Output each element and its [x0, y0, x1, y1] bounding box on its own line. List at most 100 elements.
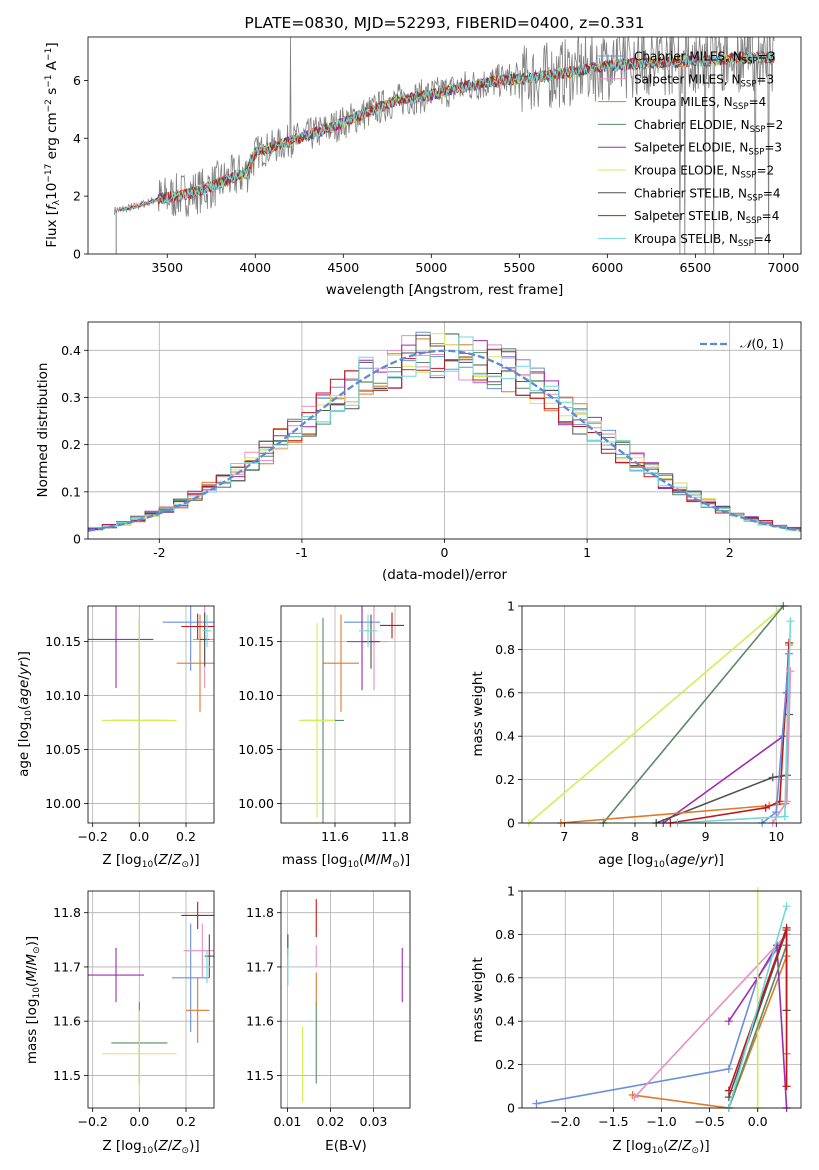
mass-weight-vs-age-axes-frame — [521, 605, 802, 824]
spectrum-axes-frame — [87, 36, 802, 255]
y-tick-label: 0.2 — [495, 1057, 515, 1072]
y-tick-label: 0 — [73, 532, 81, 547]
y-tick-label: 0.6 — [495, 970, 515, 985]
mass-vs-metallicity-panel: −0.2 0.0 0.2 11.5 11.6 11.7 11.8 Z [log10(Z/Z⊙… — [24, 890, 215, 1156]
x-tick-label: 0.2 — [176, 1114, 196, 1129]
x-tick-label: 5000 — [415, 260, 447, 275]
errorbar-point-kroupa-elodie — [102, 617, 177, 823]
series-marker — [782, 923, 791, 932]
residuals-ylabel: Normed distribution — [35, 363, 51, 498]
legend-entry: Chabrier STELIB, NSSP=4 — [634, 186, 781, 203]
x-tick-label: 0.03 — [360, 1114, 388, 1129]
series-marker — [761, 803, 770, 812]
series-marker — [782, 797, 791, 806]
age-vs-metallicity-panel: −0.2 0.0 0.2 10.00 10.05 10.10 10.15 Z [log10(… — [16, 605, 215, 870]
series-marker — [724, 1064, 733, 1073]
series-marker — [532, 1099, 541, 1108]
spectrum-panel: Chabrier MILES, NSSP=3 Salpeter MILES, NS… — [44, 36, 802, 298]
mass-vs-reddening-axes-frame — [280, 890, 411, 1109]
series-marker — [724, 1017, 733, 1026]
y-tick-label: 2 — [73, 189, 81, 204]
mass-weight-vs-age-ylabel: mass weight — [470, 671, 486, 756]
mass-weight-vs-metallicity-xlabel: Z [log10(Z/Z⊙)] — [612, 1138, 709, 1156]
errorbar-point-kroupa-miles — [323, 614, 359, 712]
age-vs-mass-xlabel: mass [log10(M/M⊙)] — [282, 852, 410, 870]
errorbar-point-chabrier-stelib — [204, 934, 214, 978]
y-tick-label: 11.5 — [53, 1068, 81, 1083]
y-tick-label: 0.4 — [495, 1014, 515, 1029]
y-tick-label: 11.6 — [53, 1014, 81, 1029]
x-tick-label: 7000 — [767, 260, 799, 275]
y-tick-label: 0.2 — [61, 437, 81, 452]
y-tick-label: 10.10 — [45, 688, 81, 703]
y-tick-label: 4 — [73, 131, 81, 146]
y-tick-label: 11.6 — [246, 1014, 274, 1029]
errorbar-point-kroupa-miles — [186, 977, 210, 1043]
x-tick-label: 0.2 — [176, 829, 196, 844]
legend-entry: Kroupa STELIB, NSSP=4 — [634, 232, 772, 249]
legend-entry: Salpeter ELODIE, NSSP=3 — [634, 141, 782, 158]
series-marker — [782, 1082, 791, 1091]
x-tick-label: 9 — [702, 829, 710, 844]
model-spectrum-kroupa-elodie — [119, 50, 776, 211]
x-tick-label: 4000 — [239, 260, 271, 275]
errorbar-point-chabrier-miles — [172, 923, 210, 1033]
y-tick-label: 6 — [73, 73, 81, 88]
x-tick-label: −1.5 — [598, 1114, 628, 1129]
y-tick-label: 0 — [507, 816, 515, 831]
x-tick-label: 0.02 — [317, 1114, 345, 1129]
mass-vs-metallicity-ylabel: mass [log10(M/M⊙)] — [24, 936, 42, 1064]
mass-weight-vs-age-xlabel: age [log10(age/yr)] — [598, 852, 724, 870]
series-marker — [780, 812, 789, 821]
legend-entry: Chabrier MILES, NSSP=3 — [634, 50, 775, 67]
x-tick-label: 0 — [441, 545, 449, 560]
errorbar-point-salpeter-elodie — [88, 606, 154, 689]
model-spectrum-kroupa-stelib — [119, 50, 776, 211]
mass-vs-metallicity-xlabel: Z [log10(Z/Z⊙)] — [102, 1138, 199, 1156]
x-tick-label: −0.2 — [77, 1114, 107, 1129]
y-tick-label: 10.00 — [45, 796, 81, 811]
series-marker — [630, 1093, 639, 1102]
x-tick-label: 6500 — [679, 260, 711, 275]
y-tick-label: 11.7 — [246, 959, 274, 974]
residuals-legend: 𝒩(0, 1) — [700, 337, 784, 351]
spectrum-ylabel: Flux [fλ10−17 erg cm−2 s−1 A−1] — [44, 42, 62, 247]
errorbar-point-chabrier-miles — [162, 606, 214, 671]
x-tick-label: 10 — [768, 829, 784, 844]
y-tick-label: 0.8 — [495, 642, 515, 657]
mass-vs-reddening-panel: 0.01 0.02 0.03 11.5 11.6 11.7 11.8 E(B-V) — [246, 890, 411, 1154]
errorbar-point-salpeter-miles — [183, 923, 214, 978]
y-tick-label: 0.8 — [495, 927, 515, 942]
series-marker — [786, 617, 795, 626]
residuals-panel: 𝒩(0, 1) -2 -1 0 1 2 0 0.1 0.2 0.3 0.4 (data-model… — [35, 321, 802, 583]
x-tick-label: 7 — [560, 829, 568, 844]
y-tick-label: 0 — [73, 247, 81, 262]
x-tick-label: 11.6 — [321, 829, 349, 844]
y-tick-label: 0.1 — [61, 484, 81, 499]
errorbar-point-kroupa-elodie — [102, 1010, 177, 1098]
mass-vs-metallicity-axes-frame — [87, 890, 215, 1109]
y-tick-label: 1 — [507, 884, 515, 899]
legend-entry: Salpeter MILES, NSSP=3 — [634, 72, 774, 89]
errorbar-point-kroupa-miles — [176, 614, 214, 712]
errorbar-point-kroupa-stelib — [202, 950, 212, 984]
y-tick-label: 10.00 — [238, 796, 274, 811]
mass-weight-series-salpeter-stelib — [724, 923, 791, 1095]
x-tick-label: 4500 — [327, 260, 359, 275]
age-vs-metallicity-ylabel: age [log10(age/yr)] — [16, 651, 34, 777]
y-tick-label: 11.7 — [53, 959, 81, 974]
y-tick-label: 0 — [507, 1101, 515, 1116]
legend-entry: Chabrier ELODIE, NSSP=2 — [634, 118, 783, 135]
errorbar-point-salpeter-stelib — [181, 613, 214, 640]
age-vs-mass-panel: 11.6 11.8 10.00 10.05 10.10 10.15 mass [log10… — [238, 605, 411, 870]
spectrum-xlabel: wavelength [Angstrom, rest frame] — [326, 282, 564, 298]
x-tick-label: −0.5 — [694, 1114, 724, 1129]
x-tick-label: −1.0 — [646, 1114, 676, 1129]
age-vs-mass-axes-frame — [280, 605, 411, 824]
y-tick-label: 0.6 — [495, 685, 515, 700]
errorbar-point-kroupa-stelib — [202, 614, 212, 648]
age-vs-metallicity-xlabel: Z [log10(Z/Z⊙)] — [102, 852, 199, 870]
y-tick-label: 10.05 — [45, 742, 81, 757]
x-tick-label: 1 — [583, 545, 591, 560]
